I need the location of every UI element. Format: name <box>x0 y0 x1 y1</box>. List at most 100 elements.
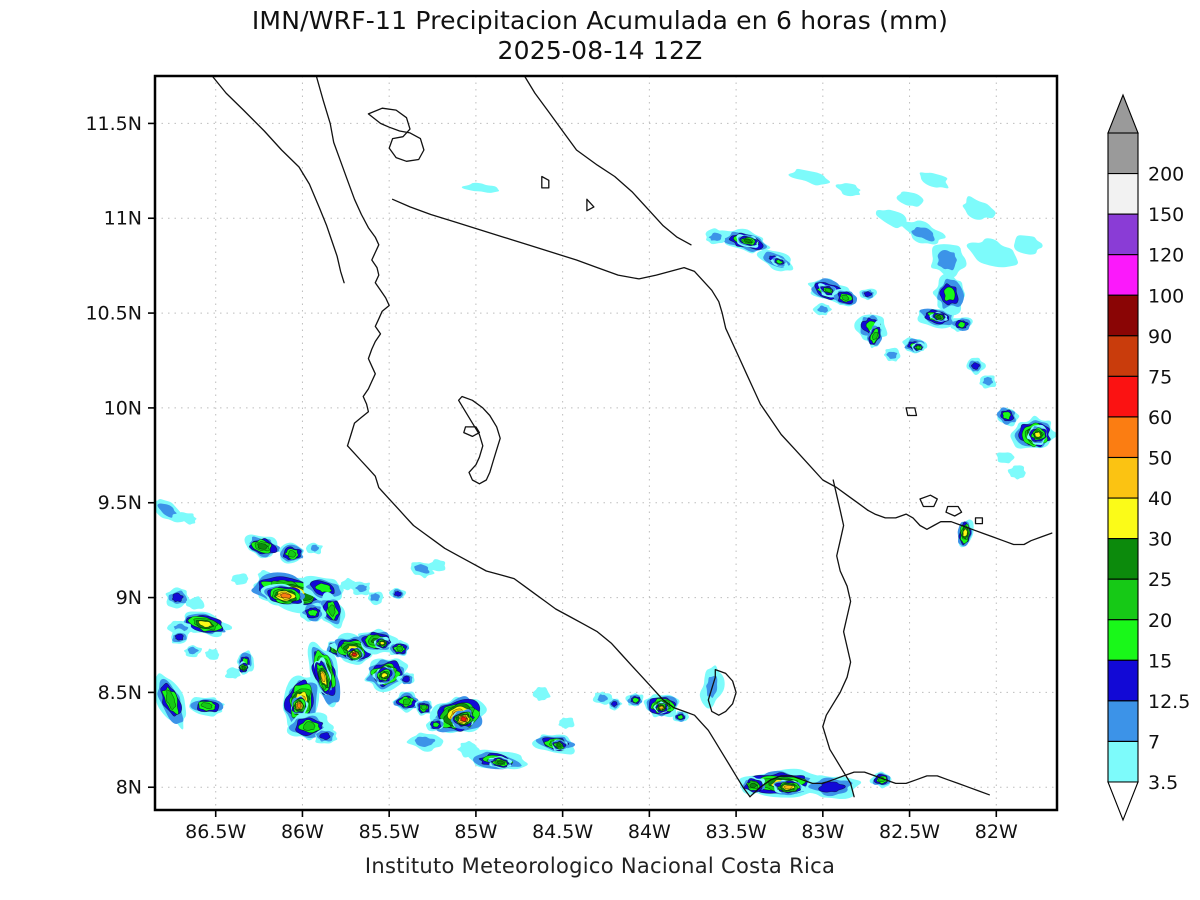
precip-contour <box>863 291 873 297</box>
colorbar-segment[interactable] <box>1107 538 1139 580</box>
precip-contour <box>224 667 241 679</box>
colorbar-under-arrow <box>1107 781 1139 822</box>
precip-contour <box>174 633 184 641</box>
y-tick-label: 11.5N <box>85 113 142 135</box>
x-tick-label: 83W <box>801 821 844 843</box>
x-tick-label: 86W <box>281 821 324 843</box>
precip-contour <box>320 671 326 683</box>
precip-contour <box>328 604 336 617</box>
precip-contour <box>818 781 846 793</box>
colorbar-segment[interactable] <box>1107 740 1139 783</box>
x-tick-label: 82.5W <box>879 821 940 843</box>
precip-contour <box>496 760 505 765</box>
precip-contour <box>1034 431 1041 438</box>
coastline-path <box>346 445 751 798</box>
colorbar-segment[interactable] <box>1107 456 1139 499</box>
coastline-path <box>867 509 1053 546</box>
precip-contour <box>744 238 753 244</box>
precip-contour <box>402 698 411 706</box>
colorbar-segment[interactable] <box>1107 578 1139 621</box>
precip-contour <box>824 287 832 293</box>
x-tick-label: 86.5W <box>185 821 246 843</box>
colorbar-tick-label: 75 <box>1148 366 1172 388</box>
precip-contour <box>937 249 957 271</box>
precip-contour <box>279 592 292 599</box>
precip-contour <box>817 305 828 313</box>
x-tick-label: 85.5W <box>359 821 420 843</box>
colorbar-tick-label: 100 <box>1148 285 1184 307</box>
precip-contour <box>198 620 213 628</box>
precip-contour <box>461 716 468 722</box>
colorbar-segment[interactable] <box>1107 375 1139 418</box>
colorbar-segment[interactable] <box>1107 254 1139 296</box>
coastline-path <box>315 76 390 447</box>
precip-contour <box>355 584 368 593</box>
colorbar-tick-label: 40 <box>1148 488 1172 510</box>
precip-contour <box>432 722 440 728</box>
precip-contour <box>915 345 921 350</box>
x-axis-labels: 86.5W 86W 85.5W 85W 84.5W 84W 83.5W 83W 82.5W 82W <box>185 821 1018 843</box>
precip-contour <box>402 675 410 683</box>
footer-credit: Instituto Meteorologico Nacional Costa R… <box>364 854 836 878</box>
precip-contour <box>420 704 428 711</box>
colorbar-segment[interactable] <box>1107 700 1139 742</box>
precip-contour <box>962 196 996 220</box>
precip-contour <box>911 226 935 242</box>
colorbar-tick-label: 90 <box>1148 326 1172 348</box>
precip-contour <box>558 717 575 729</box>
precip-contour <box>381 672 388 679</box>
axis-ticks <box>148 122 998 817</box>
coastline-path <box>749 771 990 798</box>
colorbar-segment[interactable] <box>1107 213 1139 256</box>
precip-contour <box>257 543 269 550</box>
precip-contour <box>677 714 684 720</box>
precip-contour <box>532 687 551 701</box>
precip-contour <box>287 550 297 558</box>
precip-contour <box>966 238 1019 268</box>
precip-contour <box>231 573 249 585</box>
y-tick-label: 8N <box>116 777 142 799</box>
colorbar-segment[interactable] <box>1107 416 1139 459</box>
precip-contour <box>302 721 316 731</box>
colorbar-segment[interactable] <box>1107 173 1139 215</box>
precip-contour <box>427 559 446 572</box>
colorbar-tick-label: 200 <box>1148 164 1184 186</box>
coastline-path <box>586 198 595 212</box>
precip-contour <box>241 665 246 670</box>
precip-contour <box>659 705 664 710</box>
y-tick-label: 8.5N <box>98 682 142 704</box>
precip-contour <box>296 703 302 709</box>
coastline-path <box>457 395 501 485</box>
y-tick-label: 9N <box>116 587 142 609</box>
colorbar-segment[interactable] <box>1107 132 1139 175</box>
precip-contour <box>200 702 213 709</box>
colorbar-tick-label: 3.5 <box>1148 772 1178 794</box>
precip-contour <box>896 191 924 207</box>
colorbar-tick-label: 150 <box>1148 204 1184 226</box>
colorbar-segment[interactable] <box>1107 619 1139 661</box>
precip-contour <box>370 593 380 602</box>
x-tick-label: 82W <box>975 821 1018 843</box>
colorbar-segment[interactable] <box>1107 294 1139 337</box>
colorbar-segment[interactable] <box>1107 659 1139 702</box>
precip-contour <box>611 701 618 707</box>
precip-contour <box>632 697 640 704</box>
precip-contour <box>783 785 793 790</box>
precip-contour <box>996 452 1015 464</box>
coastline-path <box>463 426 481 438</box>
colorbar[interactable]: 200 150 120 100 90 75 60 50 40 30 25 20 15 12.5 7 3.5 <box>1107 93 1190 822</box>
precip-contour <box>962 528 968 537</box>
precip-contour <box>841 294 850 301</box>
colorbar-tick-label: 50 <box>1148 448 1172 470</box>
colorbar-tick-label: 25 <box>1148 569 1172 591</box>
colorbar-segment[interactable] <box>1107 497 1139 540</box>
precip-contour <box>187 646 199 655</box>
y-tick-label: 10.5N <box>85 303 142 325</box>
coastline-path <box>523 76 692 246</box>
precip-contour <box>835 183 861 197</box>
colorbar-tick-label: 12.5 <box>1148 691 1190 713</box>
precip-contour <box>1002 411 1012 420</box>
colorbar-tick-label: 20 <box>1148 610 1172 632</box>
colorbar-segment[interactable] <box>1107 335 1139 377</box>
